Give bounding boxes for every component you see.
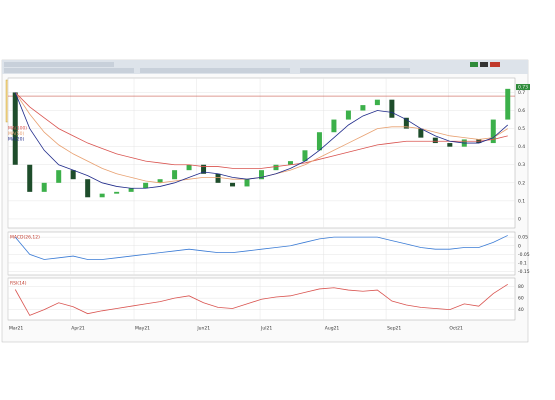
candle <box>143 182 149 189</box>
candle <box>128 188 134 192</box>
y-tick-label: 40 <box>518 307 524 313</box>
candle <box>418 128 424 138</box>
candle <box>447 143 453 147</box>
last-price-box <box>516 84 530 91</box>
y-tick-label: 0.4 <box>518 144 525 150</box>
candle <box>172 170 178 180</box>
candle <box>331 119 337 133</box>
panel <box>7 231 516 276</box>
y-tick-label: -0.05 <box>518 252 530 258</box>
candle <box>259 170 264 180</box>
candle <box>114 191 120 194</box>
candle <box>56 170 62 183</box>
macd-label: MACD(26,12) <box>10 235 40 241</box>
x-tick-label: Jun21 <box>196 326 210 332</box>
candle <box>70 170 76 180</box>
candle <box>389 99 395 118</box>
macd-line <box>14 235 508 260</box>
x-tick-label: Oct21 <box>449 326 463 332</box>
y-tick-label: -0.1 <box>518 260 527 266</box>
y-tick-label: 0.1 <box>518 198 525 204</box>
candle <box>27 164 33 192</box>
candle <box>505 88 511 120</box>
candle <box>85 179 91 198</box>
x-tick-label: Aug21 <box>325 326 340 332</box>
candle <box>302 150 308 162</box>
candle <box>12 92 18 165</box>
rsi-line <box>14 283 508 316</box>
y-tick-label: 0.5 <box>518 126 525 132</box>
y-tick-label: 0.7 <box>518 90 525 96</box>
y-tick-label: 0.05 <box>518 235 528 241</box>
y-tick-label: 0.3 <box>518 162 525 168</box>
ma-line <box>14 92 509 189</box>
y-tick-label: -0.15 <box>518 269 530 275</box>
legend-entry: MA(50) <box>8 131 24 137</box>
legend-entry: MA(20) <box>8 137 24 143</box>
y-tick-label: 60 <box>518 296 524 302</box>
y-tick-label: 0.2 <box>518 180 525 186</box>
candle <box>273 164 279 171</box>
ma-line <box>14 92 508 169</box>
candle <box>432 137 438 144</box>
candle <box>490 119 496 144</box>
candle <box>41 182 47 192</box>
legend-entry: MA(100) <box>8 126 27 132</box>
candle <box>99 193 105 198</box>
candle <box>230 182 236 187</box>
y-tick-label: 80 <box>518 284 524 290</box>
candle <box>345 110 351 120</box>
toolbar-buttons[interactable] <box>4 62 500 73</box>
candle <box>374 99 380 106</box>
candle <box>316 132 322 151</box>
candle <box>287 161 293 165</box>
x-tick-label: Sep21 <box>387 326 401 332</box>
rsi-label: RSI(14) <box>10 281 27 287</box>
candle <box>157 179 163 183</box>
x-tick-label: Mar21 <box>9 326 23 332</box>
x-tick-label: Apr21 <box>71 326 85 332</box>
candle <box>244 179 250 187</box>
candle <box>403 117 409 129</box>
candle <box>215 173 221 183</box>
x-tick-label: Jul21 <box>260 326 272 332</box>
candle <box>360 105 366 111</box>
y-tick-label: 0 <box>518 216 521 222</box>
y-tick-label: 0 <box>518 243 521 249</box>
panel <box>7 77 516 229</box>
candle <box>186 164 192 171</box>
y-tick-label: 0.6 <box>518 108 525 114</box>
x-tick-label: May21 <box>135 326 150 332</box>
candle <box>201 164 207 174</box>
last-price: 0.73 <box>518 85 528 91</box>
